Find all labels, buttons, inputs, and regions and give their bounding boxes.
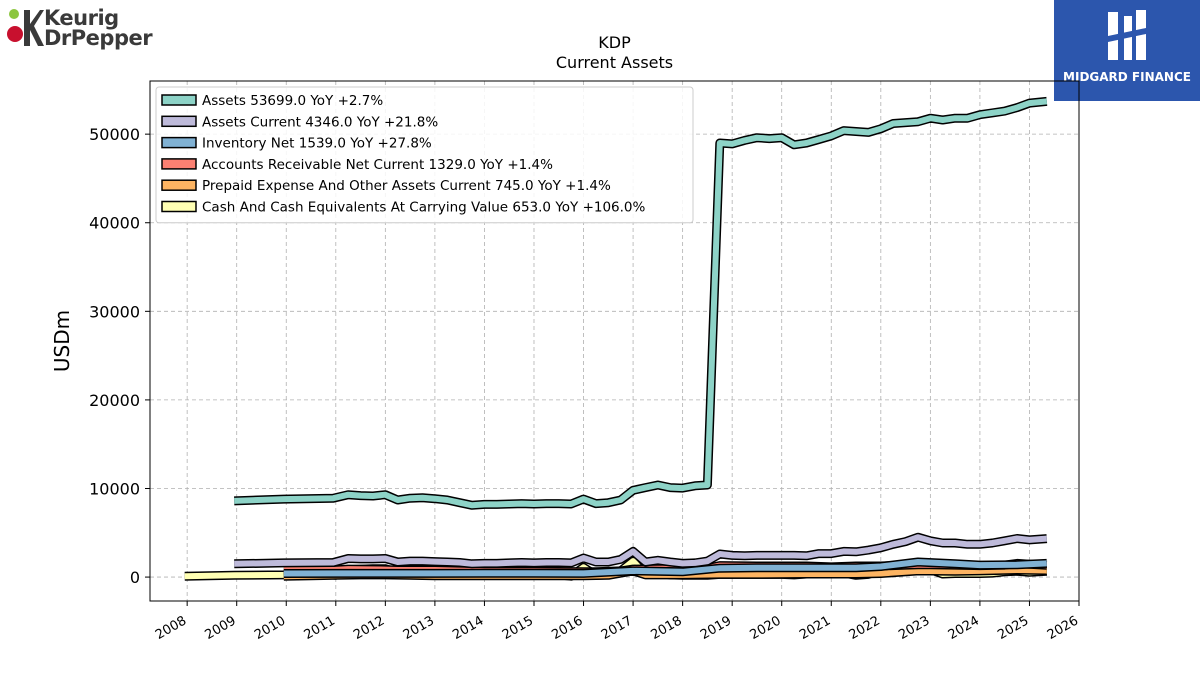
x-tick-label: 2017 — [599, 613, 635, 643]
kdp-logo-icon — [7, 9, 44, 46]
y-tick-label: 20000 — [89, 391, 140, 410]
x-tick-label: 2009 — [203, 613, 239, 643]
x-tick-label: 2019 — [698, 613, 734, 643]
series-line-assets — [234, 98, 1048, 509]
x-tick-label: 2022 — [847, 613, 883, 643]
x-tick-label: 2014 — [450, 613, 486, 643]
logo-line-2: DrPepper — [44, 26, 153, 50]
plot-frame — [149, 80, 1080, 602]
x-tick-label: 2008 — [153, 613, 189, 643]
legend-label-accounts-receivable-net-current: Accounts Receivable Net Current 1329.0 Y… — [202, 157, 553, 173]
series-line-assets-current — [234, 534, 1048, 567]
legend-swatch-assets — [161, 94, 197, 106]
series-layer — [184, 96, 1048, 581]
legend-label-inventory-net: Inventory Net 1539.0 YoY +27.8% — [202, 136, 432, 152]
legend-label-assets: Assets 53699.0 YoY +2.7% — [202, 93, 383, 109]
x-tick-label: 2024 — [946, 613, 982, 643]
y-tick-label: 10000 — [89, 479, 140, 498]
chart-subtitle: Current Assets — [556, 53, 673, 72]
x-tick-label: 2011 — [302, 613, 338, 643]
midgard-finance-text: MIDGARD FINANCE — [1063, 70, 1191, 84]
legend-label-cash-and-cash-equivalents-at-carrying-value: Cash And Cash Equivalents At Carrying Va… — [202, 200, 646, 216]
x-tick-label: 2026 — [1045, 613, 1081, 643]
midgard-emblem-icon — [1108, 10, 1146, 60]
keurig-dr-pepper-logo: Keurig DrPepper — [4, 4, 164, 50]
series-line-inventory-net — [283, 559, 1047, 577]
x-tick-label: 2010 — [252, 613, 288, 643]
x-tick-label: 2012 — [351, 613, 387, 643]
midgard-finance-logo: MIDGARD FINANCE — [1054, 0, 1200, 101]
legend-swatch-inventory-net — [161, 136, 197, 149]
legend-label-prepaid-expense-and-other-assets-current: Prepaid Expense And Other Assets Current… — [202, 178, 611, 194]
chart-title: KDP — [598, 33, 631, 52]
x-tick-label: 2025 — [995, 613, 1031, 643]
y-tick-label: 30000 — [89, 302, 140, 321]
legend-box — [155, 86, 694, 224]
x-tick-label: 2023 — [896, 613, 932, 643]
legend: Assets 53699.0 YoY +2.7% Assets Current 4… — [155, 86, 694, 224]
y-tick-label: 50000 — [89, 125, 140, 144]
legend-swatch-assets-current — [161, 115, 197, 128]
y-axis-label: USDm — [50, 310, 74, 372]
x-tick-label: 2013 — [401, 613, 437, 643]
x-tick-label: 2018 — [648, 613, 684, 643]
x-tick-label: 2021 — [797, 613, 833, 643]
x-tick-label: 2016 — [549, 613, 585, 643]
logo-line-1: Keurig — [44, 6, 119, 30]
x-tick-label: 2020 — [748, 613, 784, 643]
legend-swatch-prepaid-expense-and-other-assets-current — [161, 179, 197, 191]
legend-swatch-cash-and-cash-equivalents-at-carrying-value — [161, 200, 197, 213]
x-tick-label: 2015 — [500, 613, 536, 643]
y-tick-label: 40000 — [89, 214, 140, 233]
legend-label-assets-current: Assets Current 4346.0 YoY +21.8% — [202, 114, 438, 130]
y-tick-label: 0 — [130, 568, 140, 587]
legend-swatch-accounts-receivable-net-current — [161, 158, 197, 170]
